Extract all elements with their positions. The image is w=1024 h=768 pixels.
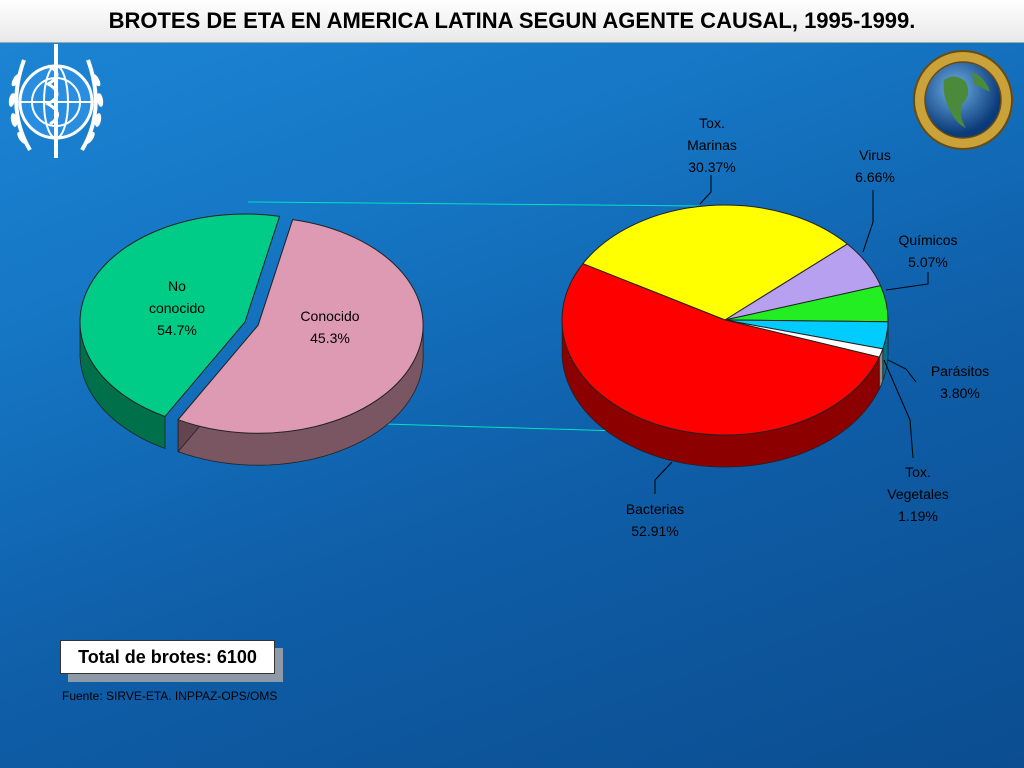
pie-label-line: Tox. [905,464,931,480]
pie-label-line: Tox. [699,115,725,131]
pie-label-line: 6.66% [855,169,895,185]
pie-slice [582,204,849,321]
total-box: Total de brotes: 6100 [60,640,283,682]
leader-line [885,272,929,291]
pie-label-line: Marinas [687,137,737,153]
pie-label-line: Vegetales [887,486,949,502]
leader-line [887,359,917,383]
pie-slice-label: Virus 6.66% [855,147,895,185]
pie-label-line: Parásitos [931,363,989,379]
leader-line [699,175,712,205]
pro-salute-globe-icon [913,50,1013,150]
who-emblem-icon [8,44,104,158]
pie-label-line: Bacterias [626,501,684,517]
pie-slice-label: Tox. Marinas 30.37% [687,115,737,175]
total-outbreaks-label: Total de brotes: 6100 [60,640,275,674]
pie-label-line: Virus [859,147,891,163]
pie-label-line: Químicos [898,232,957,248]
pie-label-line: No [168,278,186,294]
source-note: Fuente: SIRVE-ETA. INPPAZ-OPS/OMS [62,689,278,703]
pie-chart-conocimiento: No conocido 54.7% Conocido 45.3% [79,213,424,466]
pie-label-line: Conocido [300,308,359,324]
pie-slice-label: No conocido 54.7% [149,278,205,338]
leader-line [862,190,874,253]
leader-line [883,359,914,459]
pie-slice-label: Bacterias 52.91% [626,501,684,539]
pie-slice [561,263,880,436]
pie-label-line: 5.07% [908,254,948,270]
pie-label-line: 45.3% [310,330,350,346]
pie-chart-agente-causal: Tox. Marinas 30.37% Virus 6.66% Químicos 5.07%… [561,115,989,539]
pie-slice-label: Parásitos 3.80% [931,363,989,401]
pie-slice-label: Tox. Vegetales 1.19% [887,464,949,524]
title-bar: BROTES DE ETA EN AMERICA LATINA SEGUN AG… [0,0,1024,43]
pie-label-line: 3.80% [940,385,980,401]
pie-label-line: 54.7% [157,322,197,338]
pie-label-line: 1.19% [898,508,938,524]
pie-label-line: 52.91% [631,523,678,539]
slide-title: BROTES DE ETA EN AMERICA LATINA SEGUN AG… [108,8,916,33]
pie-slice [79,213,281,418]
pie-slice-label: Químicos 5.07% [898,232,957,270]
pie-label-line: conocido [149,300,205,316]
pie-slice [177,219,424,434]
pie-slice-label: Conocido 45.3% [300,308,359,346]
pie-label-line: 30.37% [688,159,735,175]
leader-line [654,461,673,494]
